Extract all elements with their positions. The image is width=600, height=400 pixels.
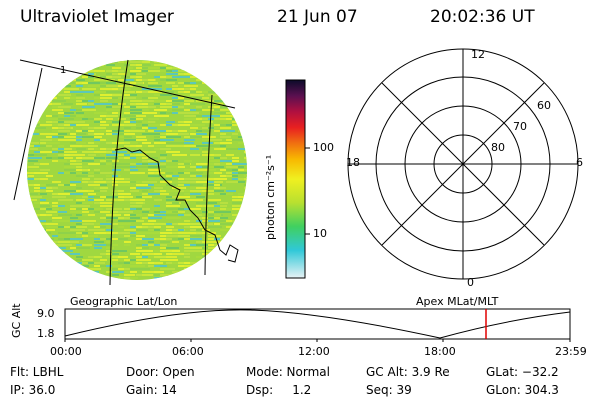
coastline bbox=[114, 147, 239, 263]
geographic-grid bbox=[13, 59, 236, 286]
time-label: 20:02:36 UT bbox=[430, 7, 535, 27]
mlt-label-0: 0 bbox=[467, 276, 474, 289]
altitude-xtick-0000: 00:00 bbox=[50, 345, 82, 358]
info-flt: Flt: LBHL bbox=[10, 365, 64, 379]
info-seq: Seq: 39 bbox=[366, 383, 412, 397]
mlt-label-6: 6 bbox=[576, 156, 583, 169]
apex-label: Apex MLat/MLT bbox=[416, 295, 499, 308]
mlt-label-12: 12 bbox=[471, 48, 485, 61]
svg-text:1: 1 bbox=[60, 65, 66, 76]
colorbar-tick-100: 100 bbox=[313, 141, 334, 154]
altitude-plot bbox=[64, 308, 571, 342]
info-glon: GLon: 304.3 bbox=[486, 383, 559, 397]
altitude-xtick-1800: 18:00 bbox=[424, 345, 456, 358]
altitude-xtick-0600: 06:00 bbox=[172, 345, 204, 358]
polar-mlat-mlt-plot bbox=[347, 48, 579, 280]
info-gain: Gain: 14 bbox=[126, 383, 177, 397]
uv-image-panel: 1 bbox=[13, 59, 247, 286]
colorbar-tick-10: 10 bbox=[313, 227, 327, 240]
colorbar bbox=[285, 79, 310, 279]
altitude-ytick-low: 1.8 bbox=[37, 327, 55, 340]
info-door: Door: Open bbox=[126, 365, 195, 379]
info-glat: GLat: −32.2 bbox=[486, 365, 559, 379]
altitude-ytick-high: 9.0 bbox=[37, 307, 55, 320]
info-gc-alt: GC Alt: 3.9 Re bbox=[366, 365, 450, 379]
altitude-curve bbox=[64, 309, 571, 339]
instrument-title: Ultraviolet Imager bbox=[20, 7, 174, 27]
colorbar-unit-label: photon cm⁻²s⁻¹ bbox=[264, 154, 277, 240]
geographic-label: Geographic Lat/Lon bbox=[70, 295, 178, 308]
altitude-xtick-2359: 23:59 bbox=[555, 345, 587, 358]
altitude-xtick-1200: 12:00 bbox=[298, 345, 330, 358]
mlat-label-60: 60 bbox=[537, 99, 551, 112]
info-mode: Mode: Normal bbox=[246, 365, 330, 379]
info-ip: IP: 36.0 bbox=[10, 383, 56, 397]
mlat-label-70: 70 bbox=[513, 120, 527, 133]
altitude-ylabel: GC Alt bbox=[10, 303, 23, 338]
info-dsp: Dsp: 1.2 bbox=[246, 383, 312, 397]
mlat-label-80: 80 bbox=[491, 141, 505, 154]
mlt-label-18: 18 bbox=[346, 156, 360, 169]
date-label: 21 Jun 07 bbox=[277, 7, 358, 27]
